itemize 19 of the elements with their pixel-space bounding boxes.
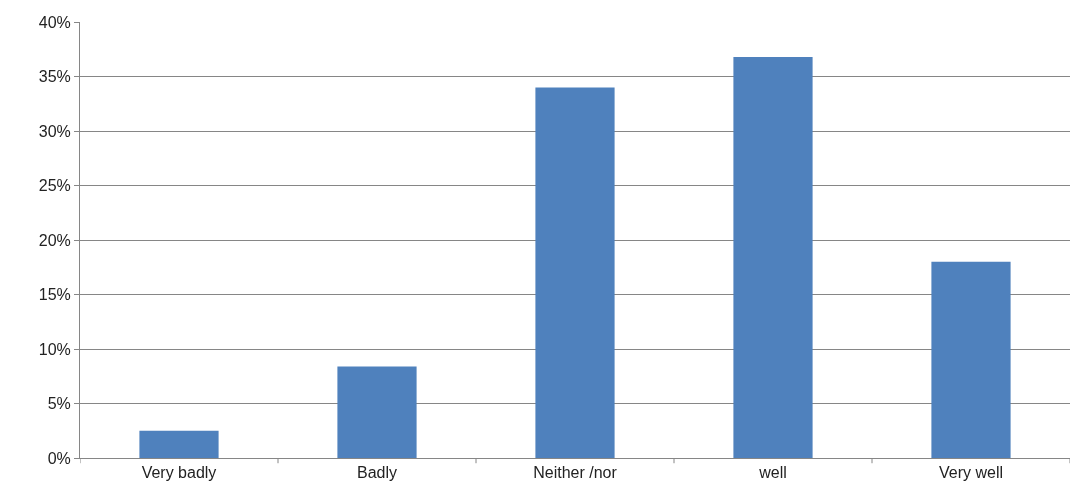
bar <box>337 366 417 458</box>
y-tick-label: 10% <box>38 340 71 358</box>
y-tick-label: 35% <box>38 68 71 86</box>
y-tick-label: 15% <box>38 286 71 304</box>
y-tick-label: 5% <box>47 395 71 413</box>
bar <box>931 261 1011 458</box>
y-tick-label: 20% <box>38 231 71 249</box>
y-tick-label: 40% <box>38 13 71 31</box>
x-tick-label: Badly <box>356 464 398 482</box>
y-tick-label: 0% <box>47 449 71 467</box>
y-tick-label: 25% <box>38 177 71 195</box>
x-tick-label: Neither /nor <box>533 464 618 482</box>
x-tick-label: Very well <box>938 464 1004 482</box>
bar <box>139 430 219 458</box>
y-tick-label: 30% <box>38 122 71 140</box>
bar <box>535 87 615 458</box>
bar <box>733 56 813 458</box>
x-tick-label: well <box>758 464 787 482</box>
x-tick-label: Very badly <box>141 464 217 482</box>
